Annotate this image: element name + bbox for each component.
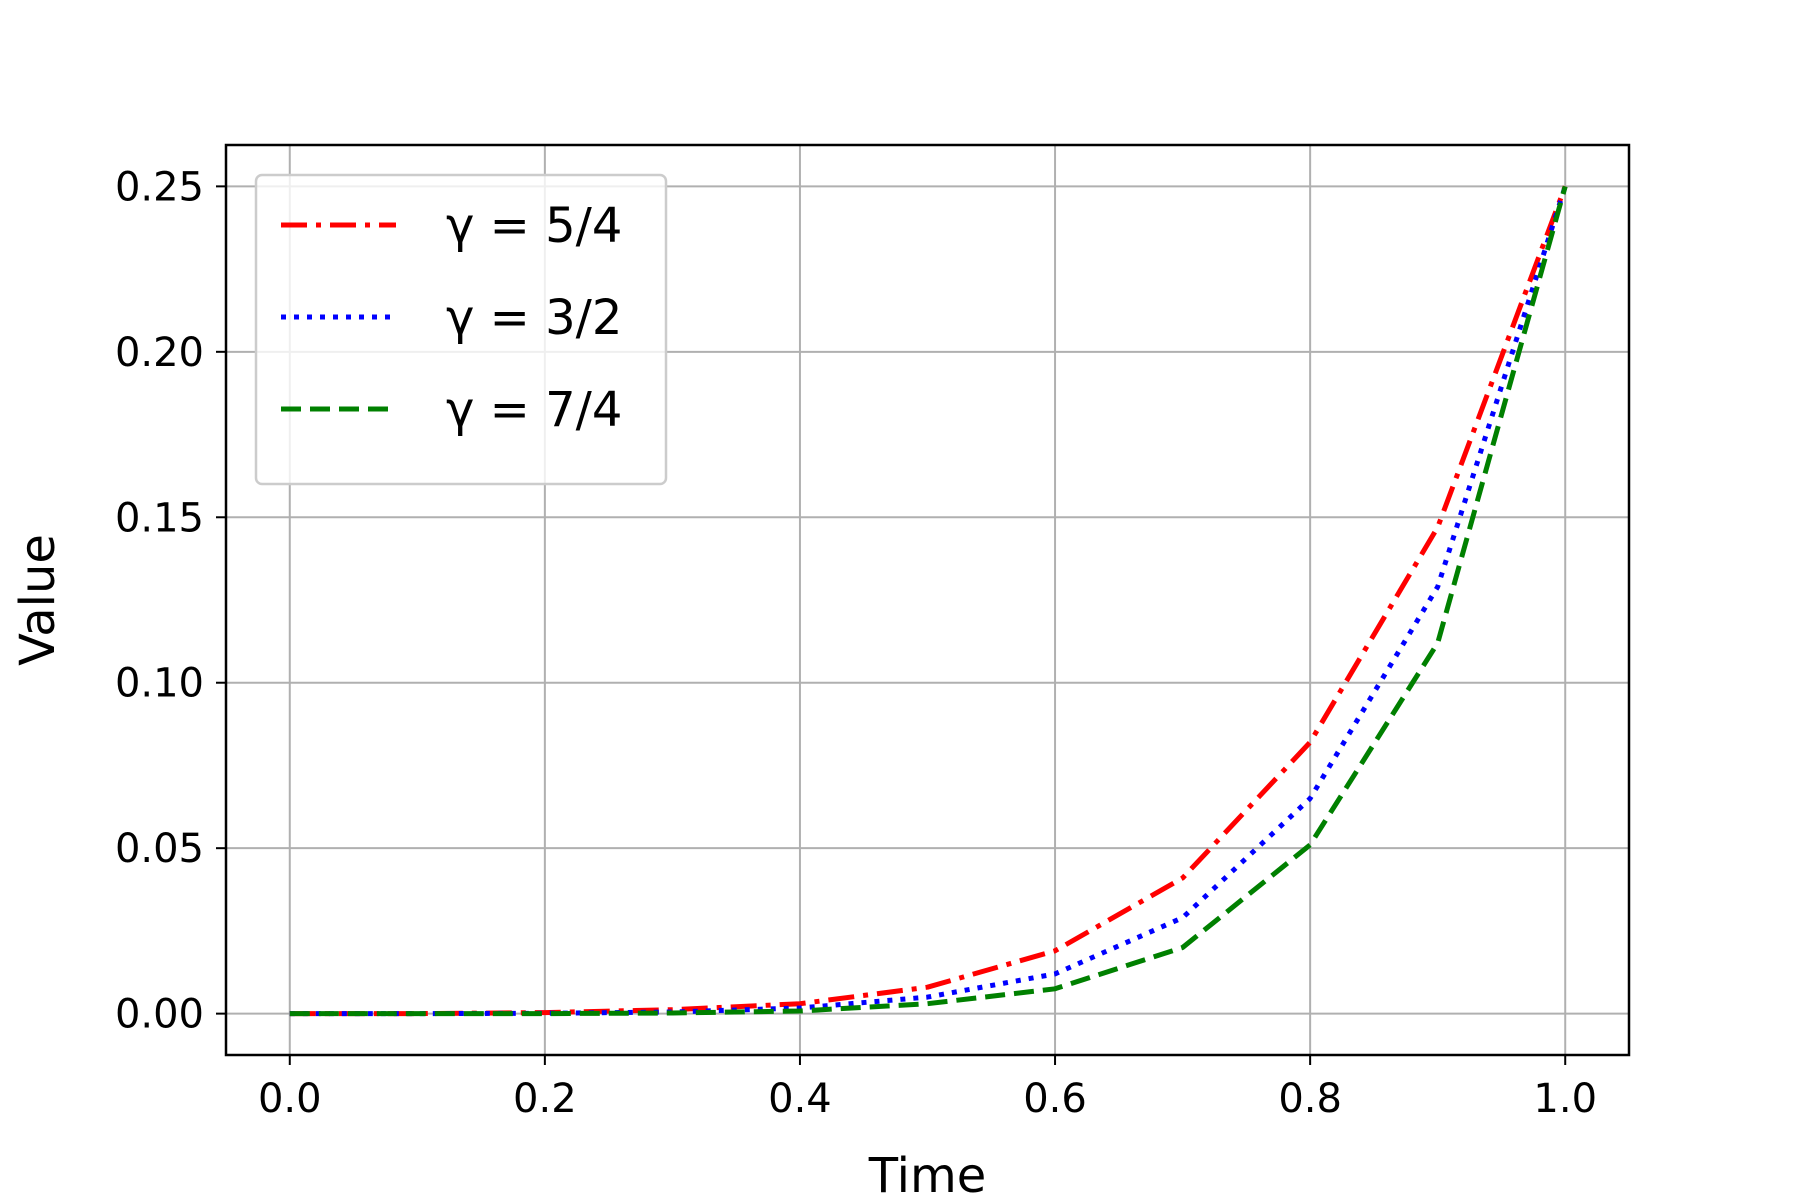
legend-label-2: γ = 3/2 — [446, 290, 622, 346]
y-tick-label: 0.25 — [115, 164, 204, 210]
legend-label-3: γ = 7/4 — [446, 382, 622, 438]
y-tick-label: 0.20 — [115, 330, 204, 376]
y-tick-label: 0.05 — [115, 826, 204, 872]
plot-frame — [224, 143, 1631, 1057]
series-lines — [289, 185, 1568, 1017]
legend: γ = 5/4 γ = 3/2 γ = 7/4 — [254, 173, 668, 486]
y-tick-label: 0.15 — [115, 495, 204, 541]
x-tick-label: 0.6 — [1023, 1076, 1087, 1122]
y-axis-label: Value — [10, 534, 66, 666]
x-axis-label: Time — [868, 1148, 986, 1200]
y-tick-label: 0.00 — [115, 992, 204, 1038]
x-tick-label: 0.2 — [513, 1076, 577, 1122]
y-tick-label: 0.10 — [115, 661, 204, 707]
x-tick-label: 0.0 — [258, 1076, 322, 1122]
x-tick-label: 1.0 — [1533, 1076, 1597, 1122]
x-tick-label: 0.8 — [1278, 1076, 1342, 1122]
x-tick-label: 0.4 — [768, 1076, 832, 1122]
grid-lines — [226, 145, 1629, 1055]
legend-label-1: γ = 5/4 — [446, 198, 622, 254]
series-line-3 — [289, 185, 1568, 1017]
axis-ticks: 0.0 0.2 0.4 0.6 0.8 1.0 0.00 0.05 0.10 0.15 0.20 0.… — [115, 164, 1597, 1122]
